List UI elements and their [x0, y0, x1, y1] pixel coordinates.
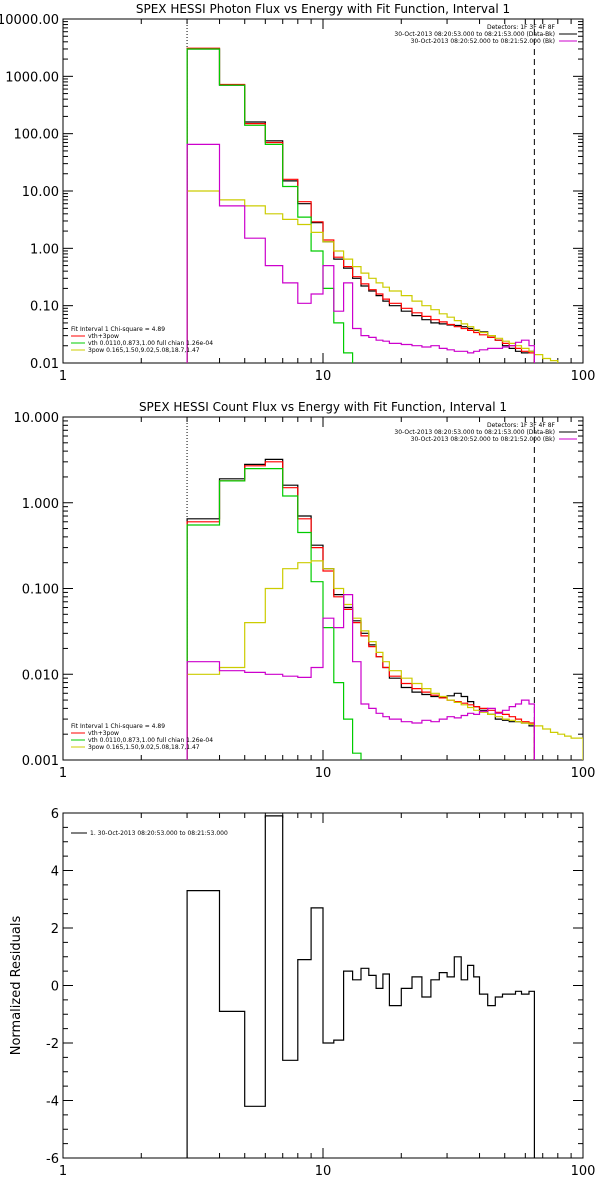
- x-tick-label: 1: [59, 766, 67, 781]
- y-tick-label: 0.001: [22, 754, 59, 769]
- y-tick-label: 10.000: [14, 411, 60, 426]
- residuals-y-axis-label: Normalized Residuals: [9, 916, 24, 1056]
- series-vth-3pow: [186, 461, 535, 760]
- x-tick-label: 10: [315, 369, 332, 384]
- legend-entry-text: 3pow 0.165,1.50,9.02,5.08,18.7,1.47: [88, 347, 200, 354]
- y-tick-label: -4: [46, 1095, 59, 1110]
- count-flux-axes: 1 10 100 10.000 1.000 0.100 0.010 0.001: [14, 411, 596, 781]
- residuals-panel: Normalized Residuals 1 10 100 6 4 2 0 -2 -4 -6 1.…: [9, 807, 595, 1179]
- series-data-bk: [186, 458, 535, 760]
- x-tick-label: 100: [571, 766, 596, 781]
- y-tick-label: 10.00: [22, 185, 59, 200]
- series-vth: [186, 468, 362, 760]
- legend-entry-text: 30-Oct-2013 08:20:53.000 to 08:21:53.000…: [394, 429, 555, 436]
- legend-entry-text: 30-Oct-2013 08:20:53.000 to 08:21:53.000…: [394, 31, 555, 38]
- legend-entry-text: Fit Interval 1 Chi-square = 4.89: [71, 326, 165, 333]
- y-tick-label: 0.10: [30, 300, 59, 315]
- series-3pow: [186, 560, 583, 760]
- y-tick-label: 0.010: [22, 668, 59, 683]
- y-tick-label: 1.000: [22, 497, 59, 512]
- y-tick-label: 4: [51, 865, 59, 880]
- legend-entry-text: 30-Oct-2013 08:20:52.000 to 08:21:52.000…: [411, 38, 555, 45]
- series-1-30-oct-2013-08-20-53-000-to-08-21-53-000: [186, 815, 535, 1158]
- photon-flux-title: SPEX HESSI Photon Flux vs Energy with Fi…: [136, 2, 510, 16]
- photon-flux-plot-frame: [62, 18, 584, 364]
- residuals-series-group: [186, 815, 535, 1158]
- legend-entry-text: Detectors: 1F 3F 4F 8F: [487, 24, 556, 31]
- count-flux-series-group: [186, 417, 583, 760]
- y-tick-label: -2: [46, 1037, 59, 1052]
- legend-entry-text: 1. 30-Oct-2013 08:20:53.000 to 08:21:53.…: [90, 830, 228, 837]
- y-tick-label: 2: [51, 922, 59, 937]
- photon-flux-panel: SPEX HESSI Photon Flux vs Energy with Fi…: [0, 2, 595, 384]
- x-tick-label: 100: [571, 369, 596, 384]
- residuals-axes: 1 10 100 6 4 2 0 -2 -4 -6: [46, 807, 595, 1179]
- y-tick-label: 0.100: [22, 583, 59, 598]
- legend-entry-text: vth+3pow: [88, 730, 119, 737]
- photon-flux-legend-bottom-left: Fit Interval 1 Chi-square = 4.89vth+3pow…: [71, 326, 213, 354]
- y-tick-label: -6: [46, 1152, 59, 1167]
- photon-flux-axes: 1 10 100 10000.00 1000.00 100.00 10.00 1.00 0.10…: [0, 13, 595, 384]
- legend-entry-text: 3pow 0.165,1.50,9.02,5.08,18.7,1.47: [88, 744, 200, 751]
- y-tick-label: 0: [51, 980, 59, 995]
- series-bk: [186, 143, 535, 363]
- y-tick-label: 1000.00: [5, 70, 59, 85]
- count-flux-panel: SPEX HESSI Count Flux vs Energy with Fit…: [14, 400, 596, 781]
- residuals-legend: 1. 30-Oct-2013 08:20:53.000 to 08:21:53.…: [71, 830, 228, 837]
- y-tick-label: 1.00: [30, 242, 59, 257]
- x-tick-label: 10: [315, 1164, 332, 1179]
- legend-entry-text: Fit Interval 1 Chi-square = 4.89: [71, 723, 165, 730]
- y-tick-label: 6: [51, 807, 59, 822]
- x-tick-label: 10: [315, 766, 332, 781]
- y-tick-label: 10000.00: [0, 13, 59, 28]
- series-vth: [186, 48, 362, 363]
- legend-entry-text: 30-Oct-2013 08:20:52.000 to 08:21:52.000…: [411, 436, 555, 443]
- x-tick-label: 100: [571, 1164, 596, 1179]
- y-tick-label: 0.01: [30, 357, 59, 372]
- photon-flux-series-group: [186, 19, 559, 363]
- legend-entry-text: vth 0.0110,0.873,1.00 full chian 1.26e-0…: [88, 340, 213, 347]
- series-vth-3pow: [186, 47, 535, 363]
- legend-entry-text: Detectors: 1F 3F 4F 8F: [487, 422, 556, 429]
- y-tick-label: 100.00: [14, 128, 60, 143]
- count-flux-legend-bottom-left: Fit Interval 1 Chi-square = 4.89vth+3pow…: [71, 723, 213, 751]
- legend-entry-text: vth+3pow: [88, 333, 119, 340]
- x-tick-label: 1: [59, 1164, 67, 1179]
- legend-entry-text: vth 0.0110,0.873,1.00 full chian 1.26e-0…: [88, 737, 213, 744]
- x-tick-label: 1: [59, 369, 67, 384]
- series-bk: [186, 594, 535, 760]
- count-flux-title: SPEX HESSI Count Flux vs Energy with Fit…: [139, 400, 507, 414]
